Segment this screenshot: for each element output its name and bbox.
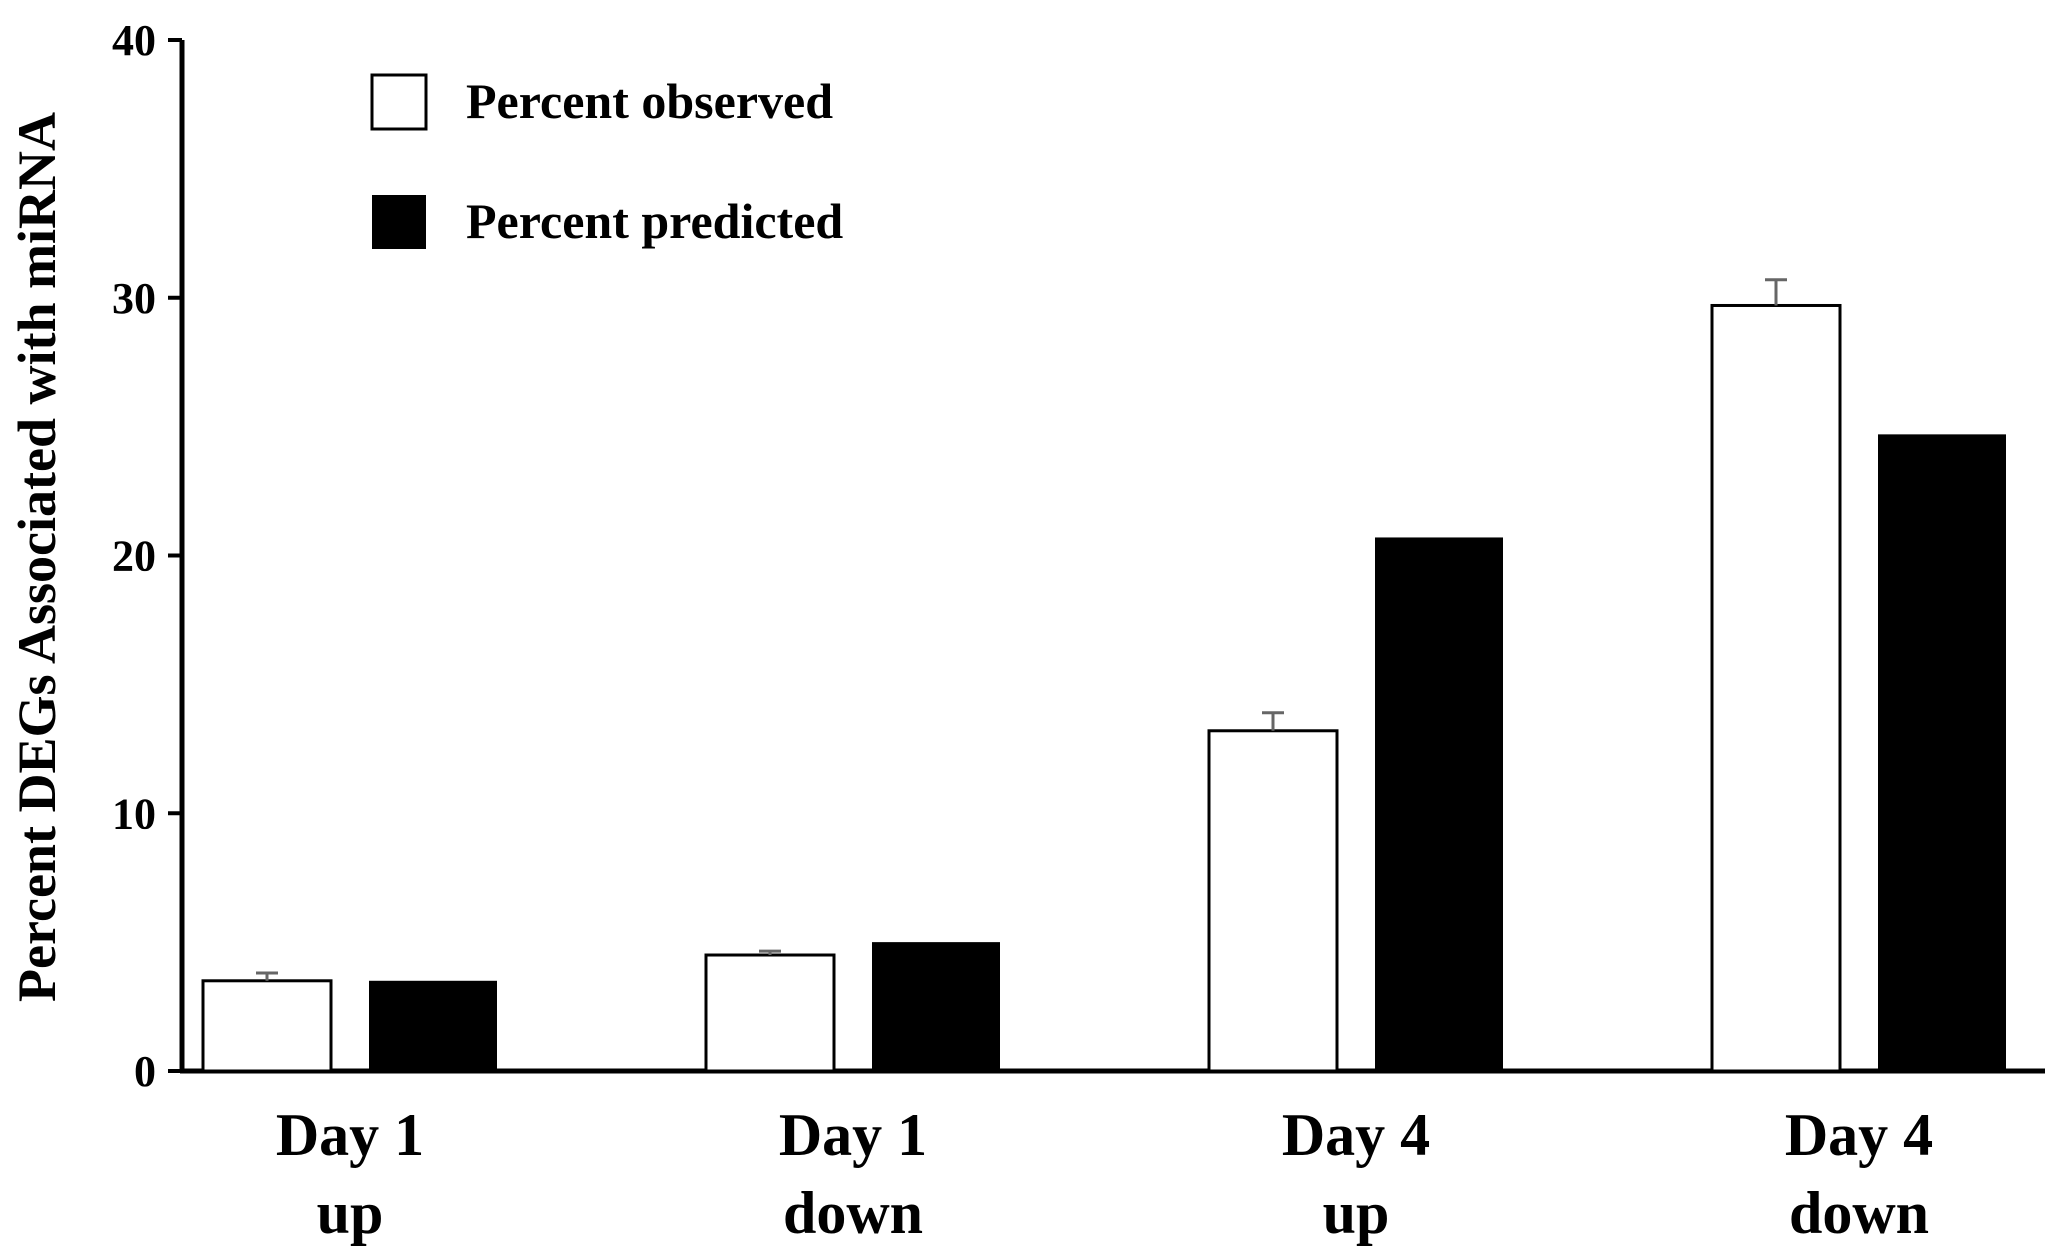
y-tick-label: 40 bbox=[112, 16, 156, 65]
bar-observed bbox=[201, 979, 333, 1073]
legend-swatch-predicted bbox=[372, 195, 426, 249]
x-tick-label: Day 1 bbox=[276, 1102, 424, 1168]
y-tick-label: 20 bbox=[112, 532, 156, 581]
y-tick-label: 10 bbox=[112, 789, 156, 838]
legend-swatch-observed bbox=[370, 73, 428, 131]
y-axis-label: Percent DEGs Associated with miRNA bbox=[7, 112, 67, 1002]
x-tick-label: Day 1 bbox=[779, 1102, 927, 1168]
bar-predicted bbox=[369, 980, 497, 1071]
legend-label: Percent observed bbox=[466, 73, 833, 129]
y-tick-label: 30 bbox=[112, 274, 156, 323]
bar-predicted bbox=[1375, 537, 1503, 1071]
bar-observed bbox=[1207, 729, 1339, 1073]
x-tick-label: down bbox=[783, 1180, 923, 1246]
legend: Percent observed Percent predicted bbox=[370, 73, 843, 249]
plot-area: 0 10 20 30 40 Day 1 up Day 1 down Day 4 up Day 4 dow… bbox=[112, 16, 2045, 1246]
bar-predicted bbox=[872, 942, 1000, 1071]
bar-predicted bbox=[1878, 434, 2006, 1071]
y-tick-label: 0 bbox=[134, 1047, 156, 1096]
x-tick-label: up bbox=[1323, 1180, 1390, 1246]
x-tick-label: down bbox=[1789, 1180, 1929, 1246]
x-tick-label: Day 4 bbox=[1785, 1102, 1933, 1168]
x-tick-label: up bbox=[317, 1180, 384, 1246]
legend-label: Percent predicted bbox=[466, 193, 843, 249]
bar-observed bbox=[704, 953, 836, 1073]
bar-observed bbox=[1710, 303, 1842, 1073]
x-tick-label: Day 4 bbox=[1282, 1102, 1430, 1168]
